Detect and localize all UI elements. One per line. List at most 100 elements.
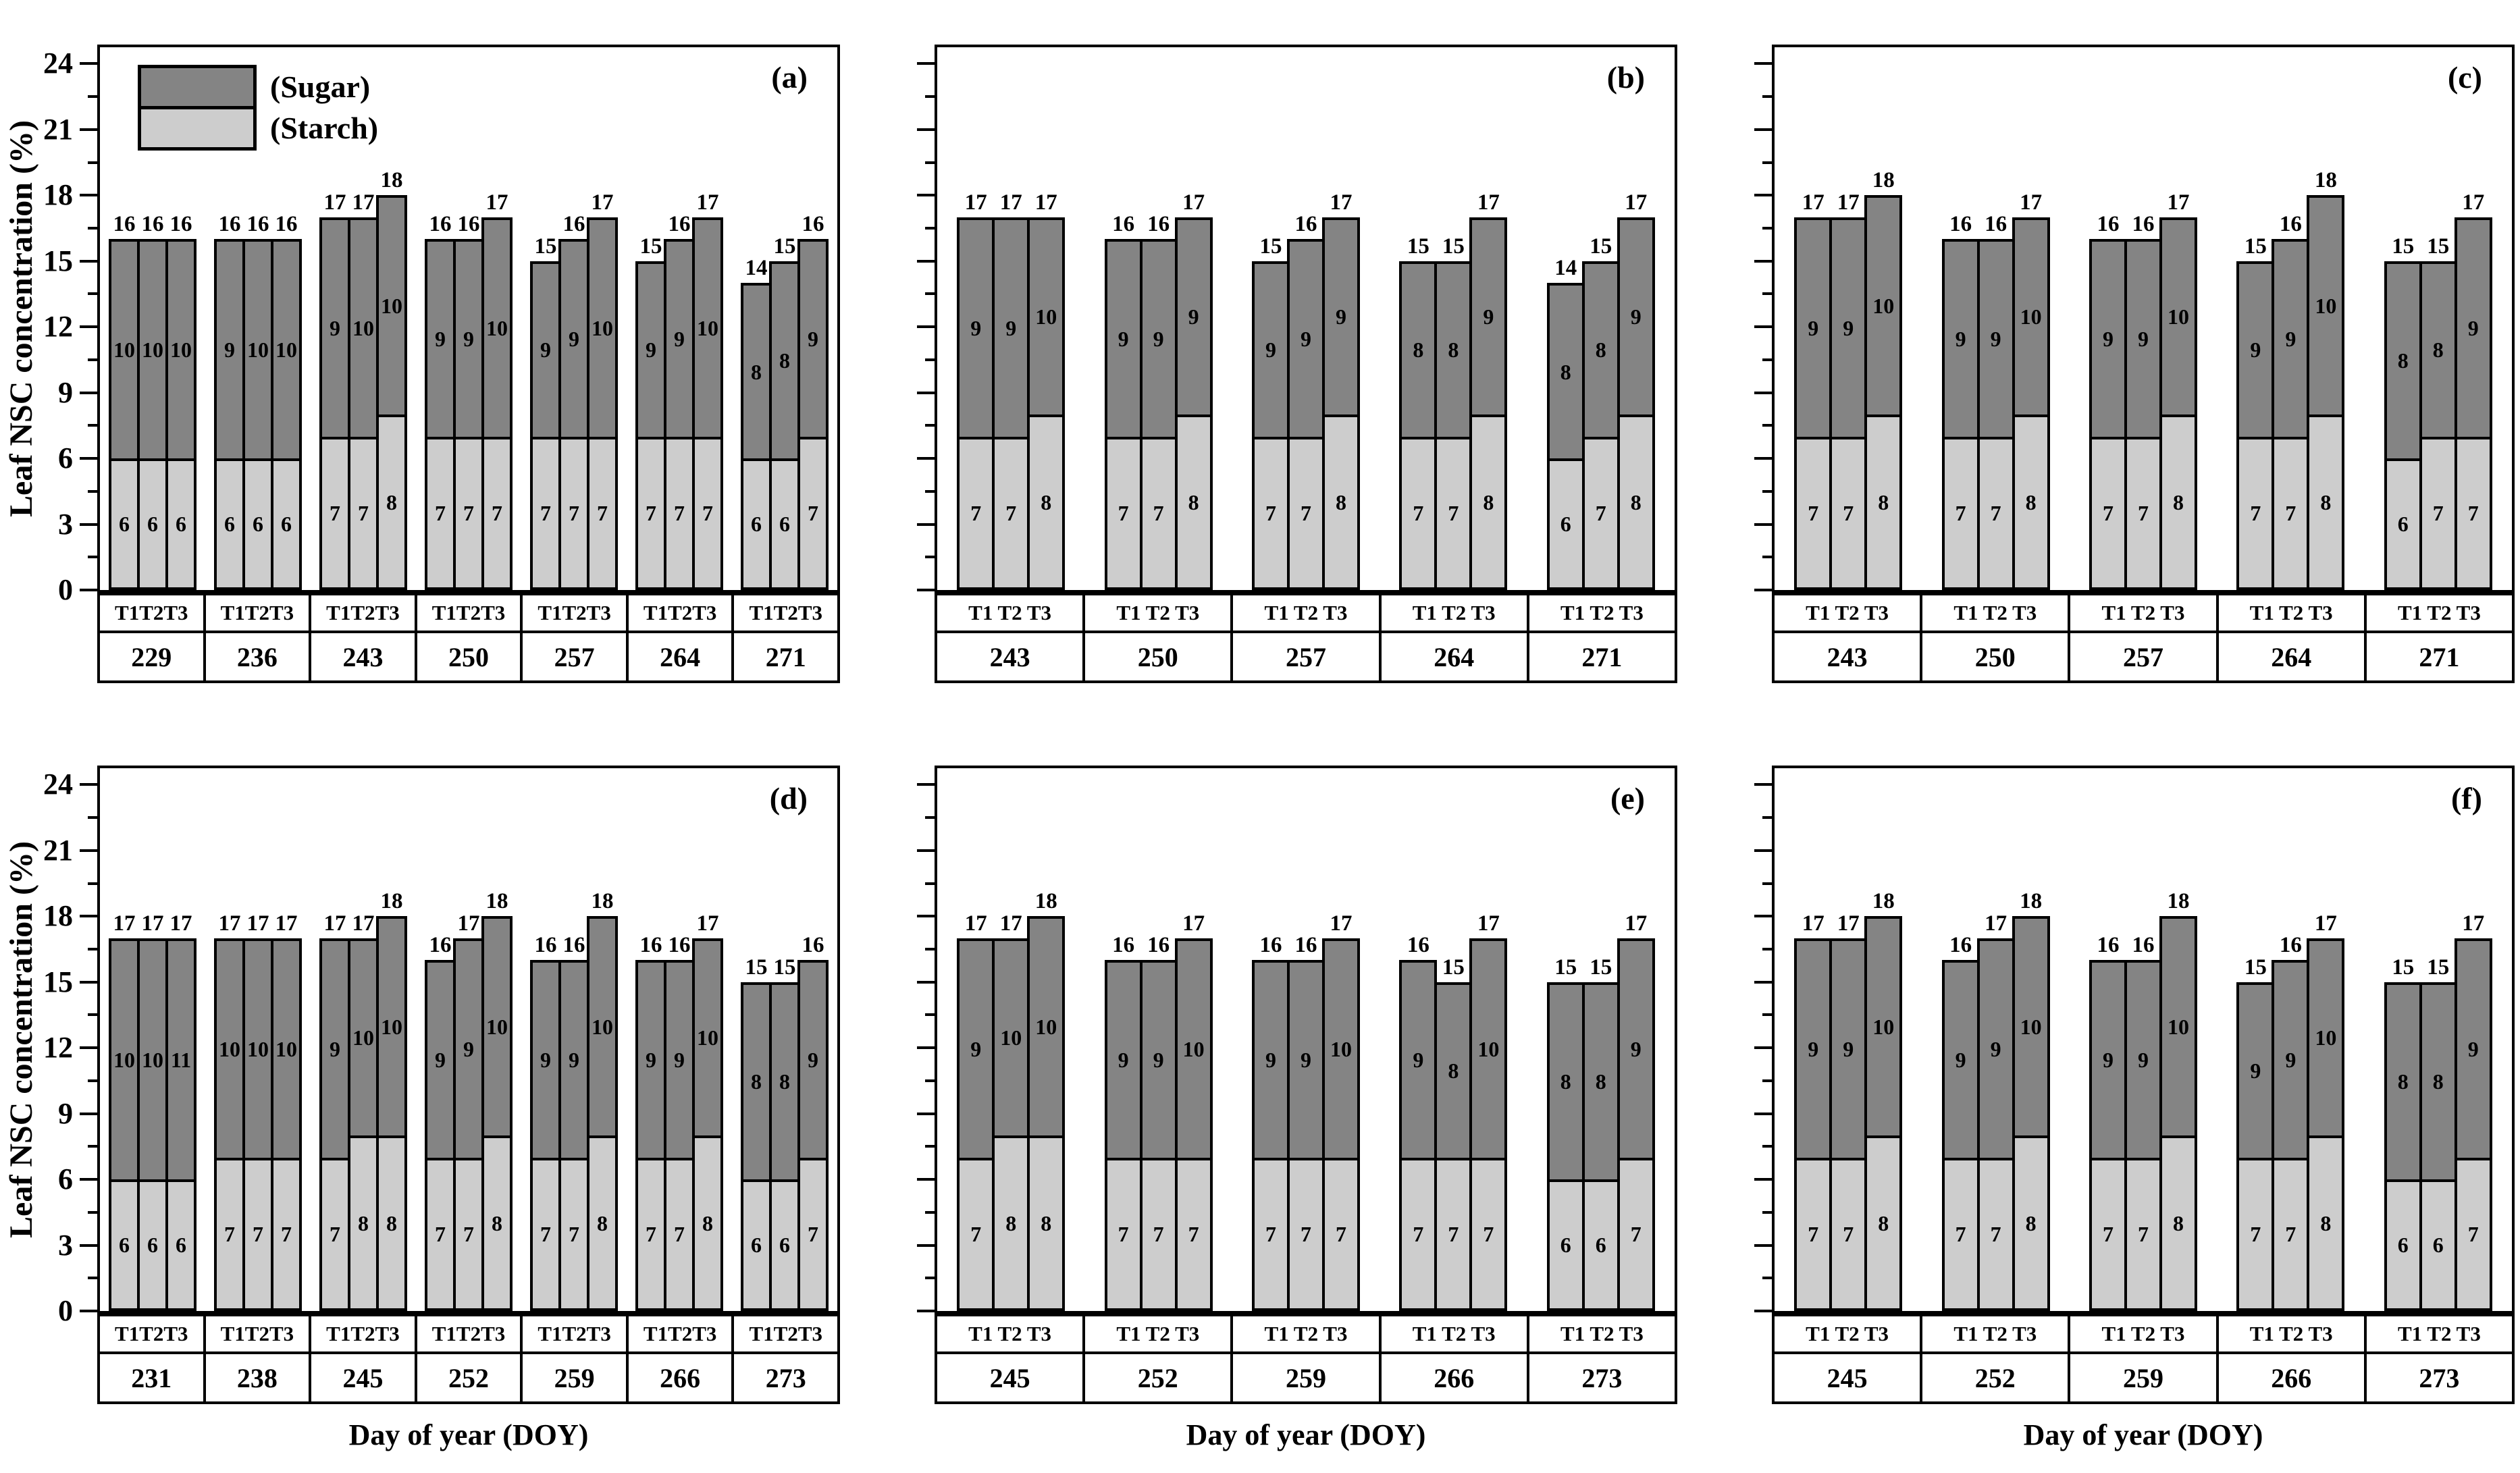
- y-major-tick: [917, 391, 935, 394]
- y-tick-label: 18: [43, 899, 73, 933]
- stacked-bar: 10 6: [271, 239, 302, 590]
- bar-total-label: 15: [2392, 955, 2415, 980]
- sugar-segment: 10: [481, 217, 513, 439]
- y-minor-tick: [88, 95, 97, 99]
- y-minor-tick: [1762, 1277, 1772, 1280]
- bar-total-label: 16: [1259, 933, 1282, 958]
- bar-total-label: 17: [218, 911, 241, 936]
- stacked-bar: 10 7: [481, 217, 513, 590]
- y-minor-tick: [88, 292, 97, 296]
- starch-segment: 7: [2454, 1157, 2492, 1311]
- starch-segment: 7: [1104, 1157, 1143, 1311]
- y-major-tick: [917, 915, 935, 918]
- bar-total-label: 16: [1949, 212, 1972, 237]
- y-major-tick: [917, 980, 935, 984]
- sugar-segment: 9: [1617, 217, 1655, 418]
- starch-segment: 7: [2124, 436, 2162, 590]
- starch-segment: 7: [2089, 436, 2127, 590]
- y-major-tick: [917, 523, 935, 526]
- plot-inner: 9 7 17 10 8 17 10 8 18 9 7 16 9 7 16 10 7 17 9 7 16 9 7 16 10 7 17…: [937, 768, 1675, 1311]
- treatment-cell: T1 T2 T3: [2215, 1314, 2367, 1354]
- y-major-tick: [80, 1112, 97, 1115]
- bar-total-label: 17: [591, 190, 614, 215]
- sugar-segment: 9: [664, 239, 695, 439]
- bar-total-label: 17: [1477, 911, 1500, 936]
- sugar-segment: 10: [348, 217, 379, 439]
- starch-segment: 8: [2307, 414, 2345, 590]
- bar-total-label: 17: [1330, 911, 1353, 936]
- sugar-segment: 9: [2236, 261, 2275, 439]
- starch-segment: 6: [165, 458, 196, 590]
- sugar-segment: 10: [1864, 916, 1903, 1139]
- y-major-tick: [1754, 1178, 1772, 1181]
- treatment-cell: T1 T2 T3: [1378, 593, 1529, 633]
- bar-total-label: 17: [1802, 190, 1825, 215]
- bar-total-label: 17: [1837, 190, 1860, 215]
- y-minor-tick: [88, 227, 97, 230]
- starch-segment: 7: [1252, 1157, 1290, 1311]
- sugar-segment: 10: [1322, 938, 1360, 1160]
- bar-total-label: 16: [802, 933, 824, 958]
- y-minor-tick: [1762, 1013, 1772, 1017]
- bar-total-label: 17: [275, 911, 298, 936]
- stacked-bar: 10 8: [992, 938, 1030, 1311]
- y-major-tick: [80, 1178, 97, 1181]
- starch-segment: 7: [453, 436, 484, 590]
- sugar-segment: 9: [2272, 960, 2310, 1160]
- bar-total-label: 15: [1590, 234, 1612, 259]
- chart-panel-b: 9 7 17 9 7 17 10 8 17 9 7 16 9 7 16 9 8 17 9 7 15 9 7 16 9 8 17 8 7 1…: [840, 45, 1678, 686]
- y-major-tick: [917, 1178, 935, 1181]
- y-major-tick: [80, 589, 97, 591]
- starch-segment: 7: [1139, 1157, 1178, 1311]
- y-major-tick: [1754, 523, 1772, 526]
- doy-cell: 257: [1230, 631, 1382, 683]
- y-minor-tick: [925, 948, 935, 950]
- starch-segment: 7: [1976, 1157, 2015, 1311]
- bar-total-label: 17: [1182, 911, 1205, 936]
- doy-cell: 243: [1772, 631, 1923, 683]
- starch-segment: 7: [2236, 1157, 2275, 1311]
- bar-total-label: 16: [246, 212, 269, 237]
- treatment-cell: T1 T2 T3: [1920, 593, 2071, 633]
- starch-segment: 8: [1027, 414, 1066, 590]
- y-minor-tick: [925, 227, 935, 230]
- sugar-segment: 9: [1617, 938, 1655, 1160]
- bar-total-label: 17: [2462, 911, 2485, 936]
- doy-cell: 250: [414, 631, 523, 683]
- starch-segment: 7: [2272, 436, 2310, 590]
- sugar-segment: 9: [1322, 217, 1360, 418]
- doy-row: 243 250 257 264 271: [1772, 631, 2515, 683]
- doy-cell: 271: [731, 631, 841, 683]
- sugar-segment: 9: [2454, 217, 2492, 439]
- bar-total-label: 17: [999, 911, 1022, 936]
- sugar-segment: 8: [2419, 982, 2457, 1183]
- y-minor-tick: [1762, 489, 1772, 493]
- sugar-segment: 10: [271, 938, 302, 1160]
- sugar-segment: 9: [1941, 960, 1980, 1160]
- starch-segment: 8: [992, 1135, 1030, 1311]
- y-major-tick: [80, 391, 97, 394]
- y-minor-tick: [1762, 1210, 1772, 1214]
- bar-total-label: 15: [773, 955, 796, 980]
- starch-segment: 6: [2419, 1179, 2457, 1311]
- starch-segment: 8: [2159, 1135, 2197, 1311]
- bar-total-label: 16: [2097, 933, 2120, 958]
- doy-cell: 273: [2363, 1351, 2515, 1404]
- starch-segment: 8: [2159, 414, 2197, 590]
- y-tick-label: 0: [58, 1294, 73, 1327]
- starch-segment: 7: [1434, 436, 1473, 590]
- sugar-segment: 10: [348, 938, 379, 1139]
- y-major-tick: [917, 457, 935, 460]
